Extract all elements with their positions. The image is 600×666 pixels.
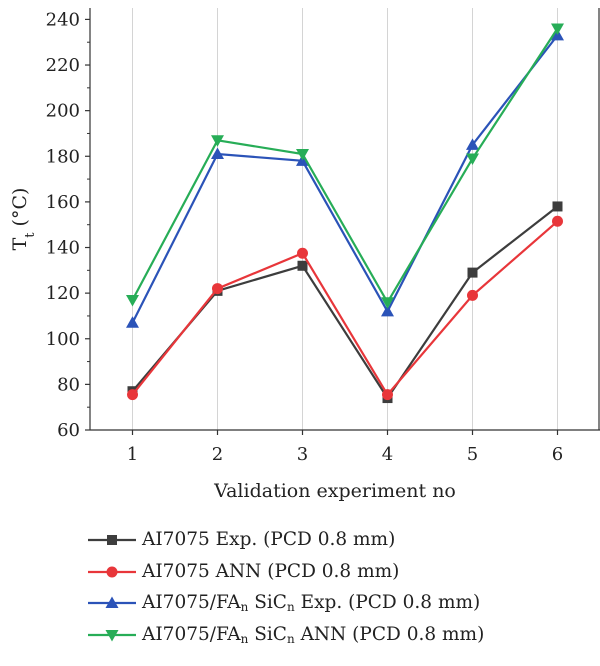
data-point xyxy=(212,283,223,295)
data-point xyxy=(382,389,393,401)
chart-legend: AI7075 Exp. (PCD 0.8 mm) AI7075 ANN (PCD … xyxy=(86,530,586,656)
data-point xyxy=(381,304,394,317)
data-point xyxy=(467,289,478,301)
legend-swatch xyxy=(88,629,136,641)
legend-marker xyxy=(106,566,118,577)
series-line xyxy=(131,220,559,397)
legend-label: AI7075 Exp. (PCD 0.8 mm) xyxy=(142,529,396,550)
x-axis-label: Validation experiment no xyxy=(213,480,456,502)
y-tick-label: 140 xyxy=(46,238,80,259)
data-point xyxy=(211,135,224,147)
x-tick-label: 2 xyxy=(212,444,223,465)
y-tick-label: 120 xyxy=(46,283,80,304)
y-tick-label: 240 xyxy=(46,9,80,30)
y-tick-label: 180 xyxy=(46,146,80,167)
data-point xyxy=(127,389,138,401)
legend-item: AI7075/FAn SiCn Exp. (PCD 0.8 mm) xyxy=(86,593,586,625)
x-tick-label: 5 xyxy=(467,444,478,465)
y-tick-label: 160 xyxy=(46,192,80,213)
data-point xyxy=(552,201,563,212)
x-tick-label: 3 xyxy=(297,444,308,465)
data-point xyxy=(466,153,479,166)
legend-marker xyxy=(105,596,119,608)
legend-label: AI7075 ANN (PCD 0.8 mm) xyxy=(142,560,400,582)
data-point xyxy=(552,215,563,227)
legend-marker xyxy=(105,629,119,641)
y-tick-label: 220 xyxy=(46,55,80,76)
data-point xyxy=(297,260,308,271)
series-2 xyxy=(127,215,563,401)
y-tick-label: 200 xyxy=(46,101,80,122)
data-point xyxy=(381,297,394,309)
legend-label: AI7075/FAn SiCn Exp. (PCD 0.8 mm) xyxy=(142,592,481,614)
data-point xyxy=(466,138,479,150)
legend-item: AI7075/FAn SiCn ANN (PCD 0.8 mm) xyxy=(86,623,586,657)
data-point xyxy=(296,148,309,161)
legend-label: AI7075/FAn SiCn ANN (PCD 0.8 mm) xyxy=(142,623,485,646)
data-point xyxy=(126,316,139,328)
y-tick-label: 60 xyxy=(57,420,80,441)
legend-swatch xyxy=(88,535,136,545)
series-line xyxy=(131,34,559,324)
temperature-line-chart: 60 80 100 120 140 160 180 200 220 240 1 2 3 4 5 6 Valida… xyxy=(9,8,600,502)
legend-item: AI7075 ANN (PCD 0.8 mm) xyxy=(86,560,586,594)
legend-swatch xyxy=(88,566,136,577)
legend-marker xyxy=(107,535,117,545)
data-point xyxy=(297,247,308,259)
data-point xyxy=(126,294,139,307)
data-point xyxy=(467,267,478,278)
legend-swatch xyxy=(88,596,136,608)
y-axis-label: Tt (°C) xyxy=(9,188,38,251)
data-point xyxy=(551,23,564,36)
data-point xyxy=(211,147,224,159)
x-tick-label: 6 xyxy=(552,444,563,465)
legend-item: AI7075 Exp. (PCD 0.8 mm) xyxy=(86,530,586,562)
x-tick-label: 1 xyxy=(127,444,138,465)
series-3 xyxy=(126,28,564,328)
series-line xyxy=(131,27,559,305)
series-4 xyxy=(126,23,564,309)
series-1 xyxy=(127,201,563,404)
y-tick-label: 80 xyxy=(57,374,80,395)
x-tick-label: 4 xyxy=(382,444,393,465)
y-tick-label: 100 xyxy=(46,329,80,350)
